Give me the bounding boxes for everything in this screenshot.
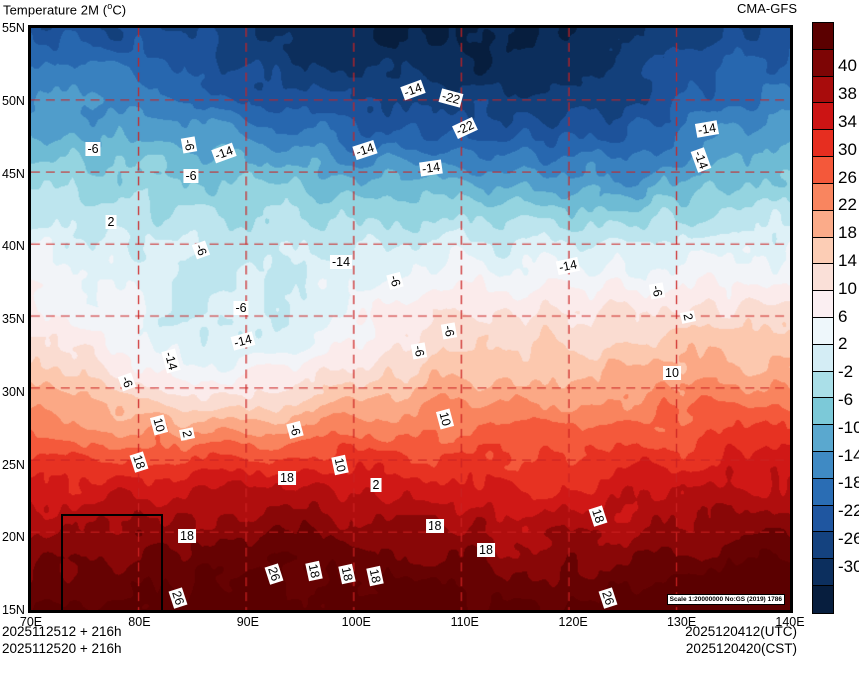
colorbar-tick--18: -18 [838, 473, 859, 493]
colorbar-swatch-6 [813, 183, 833, 211]
colorbar-swatch-16 [813, 452, 833, 479]
colorbar-tick--22: -22 [838, 501, 859, 521]
colorbar-swatch-12 [813, 344, 833, 372]
colorbar-tick-10: 10 [838, 278, 857, 298]
contour-label: 18 [278, 471, 296, 485]
lon-tick-90E: 90E [236, 615, 259, 629]
colorbar-swatch-5 [813, 157, 833, 184]
colorbar-swatch-10 [813, 291, 833, 318]
lat-tick-40N: 40N [2, 239, 25, 254]
contour-label: -6 [85, 142, 101, 156]
contour-label: -6 [183, 169, 199, 183]
inset-canvas [63, 516, 161, 610]
lon-tick-110E: 110E [450, 615, 479, 629]
colorbar-swatch-17 [813, 478, 833, 506]
colorbar-swatch-8 [813, 237, 833, 265]
colorbar-tick-38: 38 [838, 84, 857, 104]
contour-label: -6 [410, 342, 428, 360]
contour-label: 18 [477, 543, 495, 557]
colorbar-tick--30: -30 [838, 556, 859, 576]
valid-time-utc: 2025120412(UTC) [685, 624, 797, 639]
colorbar-swatch-18 [813, 505, 833, 533]
colorbar-swatch-14 [813, 398, 833, 426]
colorbar-swatch-4 [813, 130, 833, 158]
lat-tick-55N: 55N [2, 21, 25, 35]
colorbar-swatch-7 [813, 210, 833, 238]
temperature-colorbar[interactable] [812, 22, 834, 614]
colorbar-tick-14: 14 [838, 251, 857, 271]
lat-tick-15N: 15N [2, 603, 25, 617]
colorbar-swatch-9 [813, 264, 833, 292]
valid-time-cst: 2025120420(CST) [685, 641, 797, 656]
colorbar-swatch-11 [813, 317, 833, 345]
init-time-cst: 2025112520 + 216h [2, 641, 122, 656]
colorbar-tick-18: 18 [838, 223, 857, 243]
colorbar-swatch-20 [813, 559, 833, 587]
contour-label: 10 [663, 366, 681, 380]
contour-label: 2 [105, 215, 117, 229]
contour-label: 8 [432, 519, 444, 533]
contour-label: 18 [178, 529, 196, 543]
model-label: CMA-GFS [737, 1, 797, 16]
colorbar-tick--14: -14 [838, 445, 859, 465]
lon-tick-130E: 130E [666, 615, 697, 629]
lat-tick-20N: 20N [2, 530, 25, 545]
lon-tick-70E: 70E [19, 615, 43, 629]
colorbar-tick-6: 6 [838, 306, 848, 326]
lon-tick-120E: 120E [558, 615, 588, 629]
colorbar-tick-22: 22 [838, 195, 857, 215]
contour-label: -6 [648, 282, 666, 300]
contour-label: 2 [370, 478, 382, 492]
colorbar-swatch-1 [813, 49, 833, 77]
page-title-text: Temperature 2M ( [3, 2, 108, 18]
colorbar-tick--6: -6 [838, 389, 854, 409]
colorbar-tick-30: 30 [838, 139, 857, 159]
lat-tick-25N: 25N [2, 457, 25, 472]
map-scale-tag: Scale 1:20000000 No:GS (2019) 1786 [666, 594, 785, 605]
colorbar-swatch-3 [813, 103, 833, 131]
lat-tick-50N: 50N [2, 93, 25, 108]
lon-tick-80E: 80E [128, 615, 151, 629]
lat-tick-30N: 30N [2, 384, 25, 399]
colorbar-swatch-2 [813, 76, 833, 104]
colorbar-tick--2: -2 [838, 362, 854, 382]
colorbar-tick-34: 34 [838, 112, 857, 132]
south-china-sea-inset[interactable]: Scale 1:40000000 [61, 514, 163, 610]
contour-label: -6 [233, 301, 249, 315]
page-title: Temperature 2M (oC) [3, 1, 126, 17]
contour-label: -6 [440, 322, 458, 340]
colorbar-tick-26: 26 [838, 167, 857, 187]
colorbar-swatch-15 [813, 425, 833, 452]
init-time-utc: 2025112512 + 216h [2, 624, 122, 639]
temperature-field-canvas [31, 28, 790, 610]
map-frame[interactable]: -14 -22 -22 -14 -14 -14 -14 -6 -6 -14 -6 2 -6 -6 -14 -1… [28, 25, 793, 613]
colorbar-swatch-0 [813, 23, 833, 50]
colorbar-tick-40: 40 [838, 56, 857, 76]
lat-tick-35N: 35N [2, 312, 25, 326]
colorbar-swatch-13 [813, 371, 833, 399]
colorbar-tick--26: -26 [838, 528, 859, 548]
lon-tick-140E: 140E [775, 615, 805, 629]
contour-label: -14 [329, 255, 353, 269]
contour-label: -6 [180, 136, 198, 154]
lat-tick-45N: 45N [2, 166, 25, 181]
colorbar-tick-2: 2 [838, 334, 848, 354]
page-title-unit: C) [112, 2, 127, 18]
colorbar-tick--10: -10 [838, 417, 859, 437]
lon-tick-100E: 100E [341, 615, 371, 629]
colorbar-swatch-19 [813, 532, 833, 560]
degree-symbol: o [107, 1, 113, 11]
colorbar-swatch-21 [813, 586, 833, 613]
